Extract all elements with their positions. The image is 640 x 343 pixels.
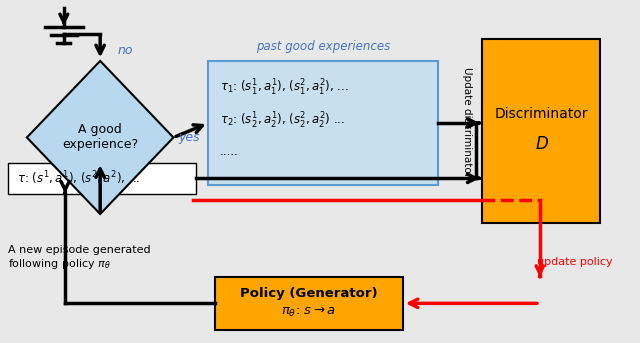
- Polygon shape: [27, 61, 173, 214]
- Text: Discriminator: Discriminator: [495, 107, 588, 121]
- Text: Policy (Generator): Policy (Generator): [240, 287, 378, 300]
- Text: D: D: [535, 135, 548, 153]
- Text: no: no: [118, 44, 133, 57]
- FancyBboxPatch shape: [215, 277, 403, 330]
- Text: $\pi_\theta$: $s \rightarrow a$: $\pi_\theta$: $s \rightarrow a$: [282, 305, 337, 319]
- Text: update policy: update policy: [537, 257, 612, 267]
- Text: past good experiences: past good experiences: [256, 40, 390, 54]
- Text: Update discriminator: Update discriminator: [461, 67, 472, 177]
- Text: .....: .....: [220, 145, 239, 157]
- FancyBboxPatch shape: [483, 39, 600, 223]
- Text: A good
experience?: A good experience?: [62, 123, 138, 152]
- Text: yes: yes: [179, 131, 200, 144]
- Text: $\tau_2$: $(s_2^1, a_2^1)$, $(s_2^2, a_2^2)$ ...: $\tau_2$: $(s_2^1, a_2^1)$, $(s_2^2, a_2…: [220, 110, 345, 131]
- FancyBboxPatch shape: [8, 163, 196, 193]
- Text: $\tau_1$: $(s_1^1, a_1^1)$, $(s_1^2, a_1^2)$, ...: $\tau_1$: $(s_1^1, a_1^1)$, $(s_1^2, a_1…: [220, 78, 349, 98]
- FancyBboxPatch shape: [209, 61, 438, 185]
- Text: A new episode generated
following policy $\pi_\theta$: A new episode generated following policy…: [8, 245, 150, 271]
- Text: $\tau$: $(s^1, a^1)$, $(s^2, a^2)$, ...: $\tau$: $(s^1, a^1)$, $(s^2, a^2)$, ...: [17, 169, 141, 187]
